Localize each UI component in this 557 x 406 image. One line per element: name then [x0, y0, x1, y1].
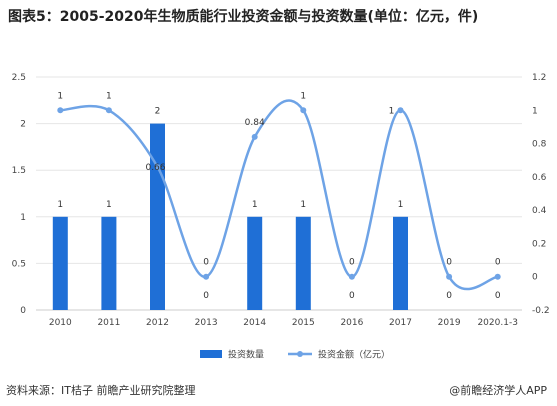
- line-data-label: 1: [57, 91, 63, 101]
- right-tick-label: 0: [532, 273, 538, 283]
- left-axis: 0 0.5 1 1.5 2 2.5: [12, 73, 27, 316]
- line-data-label: 0.84: [245, 118, 265, 128]
- right-tick-label: 0.6: [532, 173, 547, 183]
- legend-label-bar: 投资数量: [228, 349, 264, 361]
- line-point: [154, 163, 161, 170]
- left-tick-label: 1: [20, 213, 26, 223]
- bar-data-label: 1: [252, 200, 258, 210]
- left-tick-label: 2: [20, 120, 26, 130]
- footer: 资料来源：IT桔子 前瞻产业研究院整理 @前瞻经济学人APP: [6, 382, 551, 400]
- legend-label-line: 投资金额（亿元）: [318, 349, 390, 361]
- line-data-label: 0: [446, 258, 452, 268]
- line-data-label: 0: [203, 258, 209, 268]
- line-point: [203, 273, 210, 280]
- legend-swatch-bar: [200, 350, 222, 358]
- left-tick-label: 0: [20, 306, 26, 316]
- x-tick-label: 2015: [292, 318, 315, 328]
- line-point: [348, 273, 355, 280]
- bar: [295, 216, 311, 310]
- line-data-label: 1: [389, 106, 395, 116]
- x-tick-label: 2017: [389, 318, 412, 328]
- bar: [393, 216, 408, 310]
- bar-data-label: 1: [398, 200, 404, 210]
- x-axis: 2010 2011 2012 2013 2014 2015 2016 2017 2019 2020…: [49, 318, 518, 328]
- chart-title: 图表5：2005-2020年生物质能行业投资金额与投资数量(单位：亿元，件): [8, 9, 479, 25]
- right-tick-label: 1: [532, 106, 538, 116]
- x-tick-label: 2020.1-3: [477, 318, 517, 328]
- bar: [52, 216, 68, 310]
- x-tick-label: 2011: [97, 318, 120, 328]
- bar: [247, 216, 263, 310]
- bar-data-label: 2: [155, 107, 161, 117]
- bar-data-label: 1: [300, 200, 306, 210]
- x-tick-label: 2019: [438, 318, 461, 328]
- brand-credit: @前瞻经济学人APP: [449, 384, 547, 397]
- x-tick-label: 2014: [243, 318, 266, 328]
- bar-data-label: 1: [57, 200, 63, 210]
- line-series: 1 1 0.66 0 0.84 1 0 1 0 0: [57, 91, 501, 291]
- right-axis: -0.2 0 0.2 0.4 0.6 0.8 1 1.2: [532, 73, 550, 316]
- bar: [101, 216, 117, 310]
- right-tick-label: 0.8: [532, 140, 547, 150]
- grid-lines: [36, 76, 522, 311]
- line-data-label: 0: [495, 258, 501, 268]
- bar-data-label: 0: [203, 291, 209, 301]
- bar-data-label: 0: [495, 291, 501, 301]
- line-path: [60, 99, 499, 291]
- legend-marker-line: [297, 351, 303, 357]
- bar: [150, 123, 165, 310]
- right-tick-label: -0.2: [532, 306, 550, 316]
- line-data-label: 0.66: [145, 163, 165, 173]
- bar-data-label: 0: [446, 291, 452, 301]
- right-tick-label: 0.4: [532, 206, 547, 216]
- x-tick-label: 2013: [195, 318, 218, 328]
- right-tick-label: 0.2: [532, 239, 546, 249]
- line-point: [446, 273, 453, 280]
- right-tick-label: 1.2: [532, 73, 546, 83]
- legend: 投资数量 投资金额（亿元）: [200, 349, 390, 361]
- x-tick-label: 2010: [49, 318, 72, 328]
- bar-series: 1 1 2 0 1 1 0 1 0 0: [52, 107, 501, 310]
- x-tick-label: 2012: [146, 318, 169, 328]
- x-tick-label: 2016: [340, 318, 363, 328]
- bar-data-label: 1: [106, 200, 112, 210]
- line-point: [57, 107, 64, 114]
- line-point: [494, 273, 501, 280]
- bar-data-label: 0: [349, 291, 355, 301]
- left-tick-label: 2.5: [12, 73, 26, 83]
- line-data-label: 1: [300, 91, 306, 101]
- line-point: [300, 107, 307, 114]
- line-point: [105, 107, 112, 114]
- source-note: 资料来源：IT桔子 前瞻产业研究院整理: [6, 384, 196, 397]
- left-tick-label: 0.5: [12, 259, 26, 269]
- line-data-label: 0: [349, 258, 355, 268]
- left-tick-label: 1.5: [12, 166, 26, 176]
- line-point: [397, 107, 404, 114]
- line-point: [251, 133, 258, 140]
- line-data-label: 1: [106, 91, 112, 101]
- chart-canvas: 00.511.522.5 -0.200.20.40.60.811.2 2010 2…: [12, 73, 550, 361]
